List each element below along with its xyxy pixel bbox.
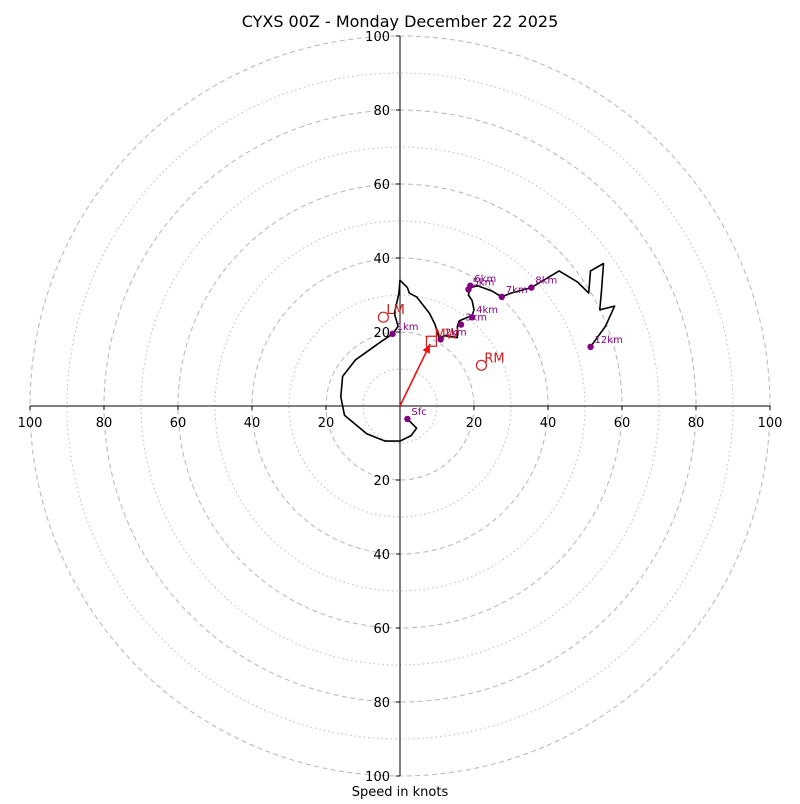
tick-labels: 100 80 60 40 20 20 40 60 80 100 20 40 60 80 100 20 40 60 8… [18, 30, 783, 785]
y-tick-label-up: 40 [373, 252, 390, 267]
height-marker-label: 5km [472, 277, 494, 288]
height-marker-4km [468, 314, 476, 321]
x-tick-label: 20 [466, 416, 483, 431]
y-tick-label-down: 80 [373, 696, 390, 711]
height-marker-label: 6km [474, 274, 496, 285]
height-marker-label: 2km [445, 327, 467, 338]
x-tick-label: 100 [18, 416, 43, 431]
height-marker-label: 1km [397, 322, 419, 333]
storm-motion-label: RM [484, 351, 504, 366]
height-marker-8km [528, 284, 535, 291]
storm-motion-marker-lm [377, 311, 389, 323]
storm-motion-marker-rm [475, 359, 487, 371]
height-marker-label: 12km [595, 335, 623, 346]
storm-motion-markers: LM RM MW [377, 303, 505, 371]
mean-wind-vector-line [399, 343, 431, 407]
y-tick-label-up: 80 [373, 104, 390, 119]
height-marker-label: 4km [476, 305, 498, 316]
height-marker-12km [587, 343, 594, 350]
y-tick-label-up: 20 [373, 326, 390, 341]
height-marker-sfc [404, 415, 411, 423]
height-marker-label: Sfc [411, 407, 426, 418]
storm-motion-marker-mw [425, 335, 438, 347]
storm-motion-label: LM [386, 303, 404, 318]
y-tick-label-down: 60 [373, 622, 390, 637]
height-marker-label: 3km [465, 313, 487, 324]
y-tick-label-up: 100 [365, 30, 390, 45]
x-tick-label: 100 [758, 416, 783, 431]
height-marker-7km [498, 293, 505, 301]
y-tick-label-down: 20 [373, 474, 390, 489]
x-tick-label: 20 [318, 416, 335, 431]
y-tick-label-down: 40 [373, 548, 390, 563]
x-tick-label: 60 [170, 416, 187, 431]
height-marker-label: 8km [535, 276, 557, 287]
hodograph-trace-line [339, 262, 616, 442]
y-tick-label-up: 60 [373, 178, 390, 193]
x-tick-label: 40 [244, 416, 261, 431]
height-marker-6km [467, 282, 474, 289]
height-marker-2km [437, 336, 444, 343]
x-tick-label: 80 [688, 416, 705, 431]
y-tick-label-down: 100 [365, 770, 390, 785]
storm-motion-label: MW [434, 327, 458, 342]
chart-title: CYXS 00Z - Monday December 22 2025 [242, 12, 559, 31]
x-tick-label: 40 [540, 416, 557, 431]
height-marker-1km [389, 330, 396, 338]
x-axis-label: Speed in knots [352, 785, 449, 800]
height-marker-3km [457, 321, 465, 328]
x-tick-label: 80 [96, 416, 113, 431]
x-tick-label: 60 [614, 416, 631, 431]
hodograph-trace-layer [339, 262, 616, 442]
height-marker-label: 7km [506, 285, 528, 296]
